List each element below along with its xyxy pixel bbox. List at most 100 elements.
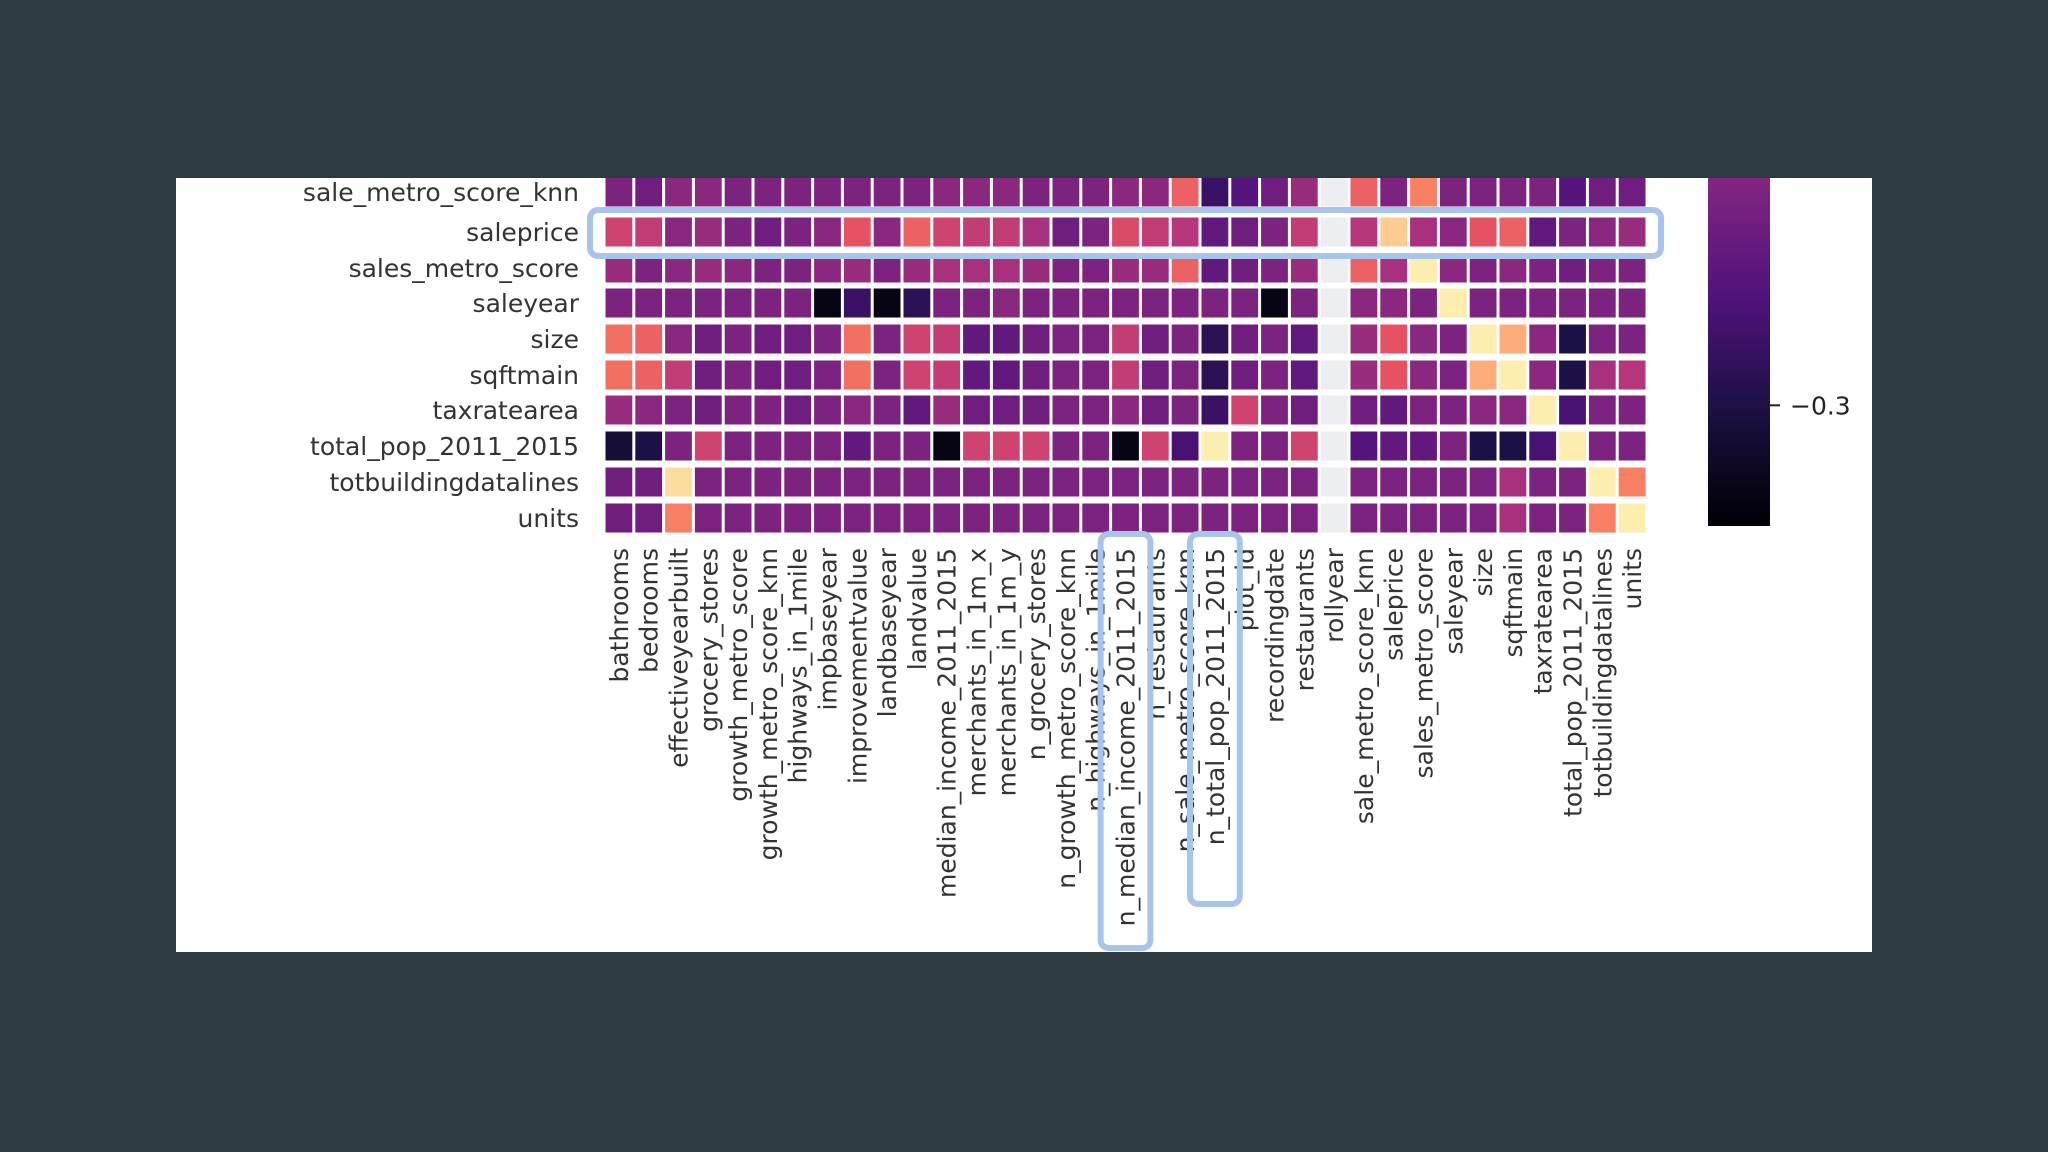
heatmap-cell [1499, 503, 1527, 533]
heatmap-cell [724, 431, 752, 461]
heatmap-cell [665, 178, 692, 207]
heatmap-cell [1261, 395, 1288, 425]
row-label: total_pop_2011_2015 [310, 432, 579, 461]
heatmap-cell [784, 288, 812, 318]
heatmap-cell [1171, 431, 1199, 461]
heatmap-cell [1231, 217, 1259, 247]
heatmap-cell [1529, 431, 1557, 461]
column-label: bathrooms [605, 548, 634, 683]
heatmap-cell [1380, 467, 1408, 497]
heatmap-cell [1350, 178, 1378, 207]
heatmap-cell [635, 324, 663, 354]
column-label: taxratearea [1529, 548, 1558, 694]
heatmap-cell [1141, 217, 1169, 247]
column-label: n_highways_in_1mile [1082, 548, 1111, 812]
heatmap-cell [933, 467, 961, 497]
heatmap-cell [1290, 431, 1318, 461]
heatmap-cell [873, 288, 901, 318]
heatmap-cell [724, 324, 752, 354]
heatmap-cell [1082, 324, 1110, 354]
heatmap-cell [1469, 503, 1497, 533]
heatmap-cell [1052, 217, 1080, 247]
heatmap-cell [1618, 431, 1646, 461]
heatmap-cell [1141, 178, 1169, 207]
heatmap-cell [1618, 503, 1646, 533]
heatmap-cell [635, 178, 663, 207]
heatmap-cell [1141, 324, 1169, 354]
heatmap-cell [903, 360, 931, 390]
heatmap-cell [694, 288, 722, 318]
heatmap-cell [1320, 360, 1348, 390]
heatmap-cell [1380, 217, 1408, 247]
heatmap-cell [933, 178, 961, 207]
heatmap-cell [605, 431, 633, 461]
heatmap-cell [814, 431, 841, 461]
heatmap-cell [1469, 217, 1497, 247]
heatmap-cell [754, 431, 782, 461]
heatmap-cell [1112, 395, 1139, 425]
heatmap-cell [1320, 178, 1348, 207]
row-label: size [531, 325, 579, 354]
heatmap-cell [873, 467, 901, 497]
column-label: landbaseyear [873, 547, 902, 717]
heatmap-cell [1082, 217, 1110, 247]
heatmap-cell [843, 467, 871, 497]
heatmap-cell [754, 178, 782, 207]
column-label: bedrooms [635, 548, 664, 673]
saleprice-row-highlight [587, 207, 1664, 259]
heatmap-cell [694, 217, 722, 247]
heatmap-cell [1290, 360, 1318, 390]
heatmap-cell [1141, 467, 1169, 497]
heatmap-cell [1052, 324, 1080, 354]
heatmap-cell [1261, 324, 1288, 354]
heatmap-cell [1380, 324, 1408, 354]
heatmap-cell [1022, 288, 1050, 318]
heatmap-cell [784, 178, 812, 207]
heatmap-cell [992, 503, 1020, 533]
heatmap-cell [1499, 360, 1527, 390]
heatmap-cell [992, 217, 1020, 247]
heatmap-cell [1112, 431, 1139, 461]
heatmap-cell [933, 395, 961, 425]
column-label: median_income_2011_2015 [933, 548, 962, 898]
heatmap-cell [635, 431, 663, 461]
heatmap-cell [1231, 467, 1259, 497]
heatmap-cell [1022, 360, 1050, 390]
column-label: landvalue [903, 548, 932, 670]
heatmap-cell [1350, 503, 1378, 533]
column-label: n_growth_metro_score_knn [1052, 548, 1081, 889]
heatmap-cell [1171, 324, 1199, 354]
row-label: taxratearea [433, 396, 579, 425]
heatmap-cell [605, 467, 633, 497]
heatmap-cell [1320, 395, 1348, 425]
heatmap-cell [694, 395, 722, 425]
heatmap-cell [1231, 178, 1259, 207]
heatmap-cell [1112, 178, 1139, 207]
heatmap-cell [724, 395, 752, 425]
heatmap-cell [1529, 217, 1557, 247]
heatmap-cell [1618, 467, 1646, 497]
heatmap-cell [1469, 288, 1497, 318]
heatmap-cell [784, 324, 812, 354]
heatmap-cell [1290, 178, 1318, 207]
heatmap-cell [933, 360, 961, 390]
heatmap-cell [635, 467, 663, 497]
heatmap-cell [1231, 395, 1259, 425]
column-label: n_grocery_stores [1022, 548, 1051, 760]
chart-panel: sale_metro_score_knn saleprice sales_metro… [176, 178, 1872, 952]
heatmap-cell [1112, 360, 1139, 390]
heatmap-cell [665, 324, 692, 354]
heatmap-cell [754, 360, 782, 390]
heatmap-cell [1618, 395, 1646, 425]
column-label: n_total_pop_2011_2015 [1201, 548, 1230, 845]
heatmap-cell [1410, 360, 1437, 390]
column-label: merchants_in_1m_x [963, 548, 992, 796]
heatmap-cell [873, 324, 901, 354]
heatmap-cell [1439, 288, 1467, 318]
heatmap-cell [1410, 217, 1437, 247]
heatmap-cell [1022, 467, 1050, 497]
column-highlight-n_median_income_2011_2015 [1097, 531, 1154, 951]
heatmap-cell [963, 503, 990, 533]
heatmap-cell [1022, 217, 1050, 247]
